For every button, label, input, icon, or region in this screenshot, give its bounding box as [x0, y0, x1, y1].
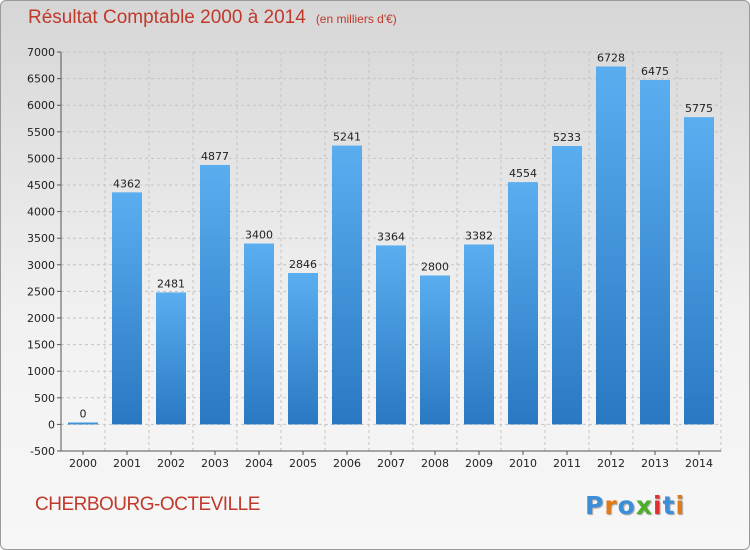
y-tick-label: 7000: [27, 46, 55, 59]
bar-value-label: 0: [80, 407, 87, 420]
bar-value-label: 6728: [597, 51, 625, 64]
logo-letter: r: [604, 491, 618, 520]
bar: [596, 66, 626, 425]
x-tick-label: 2002: [157, 457, 185, 470]
y-tick-label: 3500: [27, 232, 55, 245]
x-tick-label: 2012: [597, 457, 625, 470]
x-tick-label: 2004: [245, 457, 273, 470]
axes: -500 0 500 1000 1500 2000 2500 3000 3500 4000 4500…: [27, 46, 721, 470]
logo-letter: i: [653, 491, 663, 520]
data-labels: 0 4362 2481 4877 3400 2846 5241 3364 2800 3382 455…: [80, 51, 714, 420]
bar-value-label: 2481: [157, 277, 185, 290]
y-tick-label: -500: [30, 445, 55, 458]
logo-letter: i: [675, 491, 686, 520]
x-tick-label: 2003: [201, 457, 229, 470]
bar-value-label: 5241: [333, 131, 361, 144]
x-tick-label: 2014: [685, 457, 713, 470]
y-tick-label: 3000: [27, 259, 55, 272]
logo-letter: x: [635, 491, 653, 520]
x-tick-label: 2009: [465, 457, 493, 470]
bar: [684, 117, 714, 425]
logo-letter: o: [617, 491, 636, 520]
bars: [68, 66, 714, 425]
y-tick-label: 1500: [27, 339, 55, 352]
bar-value-label: 3382: [465, 229, 493, 242]
logo-letter: t: [662, 491, 676, 520]
bar-value-label: 3400: [245, 229, 273, 242]
y-tick-label: 4000: [27, 206, 55, 219]
bar-value-label: 4362: [113, 177, 141, 190]
y-tick-label: 6500: [27, 73, 55, 86]
y-tick-label: 1000: [27, 365, 55, 378]
bar: [68, 422, 98, 425]
city-name: CHERBOURG-OCTEVILLE: [35, 494, 260, 515]
x-tick-label: 2000: [69, 457, 97, 470]
x-tick-label: 2006: [333, 457, 361, 470]
x-tick-label: 2001: [113, 457, 141, 470]
y-tick-label: 5500: [27, 126, 55, 139]
unit-subtitle: (en milliers d'€): [315, 12, 397, 26]
bar: [420, 275, 450, 425]
bar: [640, 79, 670, 425]
bar: [464, 244, 494, 425]
x-tick-label: 2008: [421, 457, 449, 470]
x-tick-label: 2011: [553, 457, 581, 470]
x-tick-label: 2007: [377, 457, 405, 470]
logo-letter: P: [585, 491, 605, 520]
bar: [376, 245, 406, 425]
y-tick-label: 2500: [27, 285, 55, 298]
y-tick-label: 6000: [27, 99, 55, 112]
bar-value-label: 5775: [685, 102, 713, 115]
bar: [332, 145, 362, 425]
bar-value-label: 5233: [553, 131, 581, 144]
bar-value-label: 6475: [641, 65, 669, 78]
bar: [156, 292, 186, 425]
bar-value-label: 4877: [201, 150, 229, 163]
bar: [112, 192, 142, 425]
y-tick-label: 0: [48, 418, 55, 431]
bar: [244, 243, 274, 425]
y-tick-label: 500: [34, 392, 55, 405]
bar: [288, 272, 318, 425]
y-tick-label: 5000: [27, 152, 55, 165]
x-tick-label: 2005: [289, 457, 317, 470]
bar-value-label: 3364: [377, 230, 405, 243]
x-tick-label: 2013: [641, 457, 669, 470]
y-tick-label: 4500: [27, 179, 55, 192]
chart-title: Résultat Comptable 2000 à 2014 (en millie…: [28, 7, 397, 29]
bar-value-label: 2800: [421, 260, 449, 273]
x-tick-label: 2010: [509, 457, 537, 470]
bar-value-label: 2846: [289, 258, 317, 271]
bar: [200, 164, 230, 425]
bar: [552, 146, 582, 425]
bar: [508, 182, 538, 425]
bar-value-label: 4554: [509, 167, 537, 180]
proxiti-logo: Proxiti: [585, 491, 685, 520]
y-tick-label: 2000: [27, 312, 55, 325]
title-text: Résultat Comptable 2000 à 2014: [28, 7, 306, 28]
